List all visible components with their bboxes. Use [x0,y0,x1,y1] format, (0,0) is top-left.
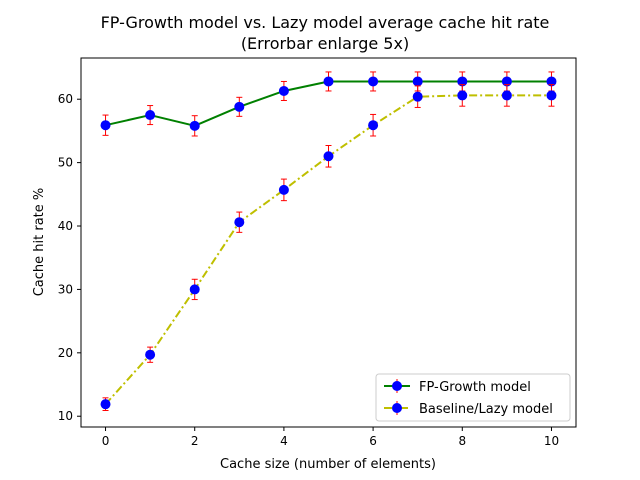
legend-label-baseline: Baseline/Lazy model [419,402,553,417]
series-line-baseline [104,94,552,405]
legend-marker-fp-growth [392,381,402,391]
legend-marker-baseline [392,403,402,413]
data-point-fp-growth [368,76,379,87]
chart-subtitle: (Errorbar enlarge 5x) [241,34,409,53]
y-tick-label: 60 [58,92,73,106]
data-point-baseline [145,349,156,360]
data-point-fp-growth [100,120,111,131]
data-point-baseline [323,151,334,162]
y-tick-label: 50 [58,156,73,170]
x-tick-label: 4 [280,434,288,448]
y-axis: 10 20 30 40 50 60 [58,92,81,423]
data-point-baseline [501,90,512,101]
data-point-baseline [278,184,289,195]
y-tick-label: 30 [58,282,73,296]
x-tick-label: 2 [191,434,199,448]
x-tick-label: 0 [102,434,110,448]
y-tick-label: 40 [58,219,73,233]
y-tick-label: 10 [58,409,73,423]
x-tick-label: 10 [544,434,559,448]
data-point-fp-growth [278,85,289,96]
data-point-fp-growth [412,76,423,87]
x-axis: 0 2 4 6 8 10 [102,427,559,448]
x-axis-label: Cache size (number of elements) [220,457,436,472]
data-point-baseline [100,399,111,410]
x-tick-label: 6 [369,434,377,448]
legend: FP-Growth model Baseline/Lazy model [375,373,571,422]
y-tick-label: 20 [58,346,73,360]
data-point-baseline [546,90,557,101]
data-point-baseline [234,217,245,228]
series-layer [100,71,557,412]
data-point-fp-growth [234,101,245,112]
legend-label-fp-growth: FP-Growth model [419,380,531,395]
data-point-fp-growth [189,120,200,131]
plot-frame [80,57,577,428]
legend-box [375,373,571,422]
data-point-baseline [412,91,423,102]
x-tick-label: 8 [458,434,466,448]
chart-title: FP-Growth model vs. Lazy model average c… [101,13,550,32]
data-point-fp-growth [323,76,334,87]
data-point-fp-growth [145,110,156,121]
data-point-baseline [457,90,468,101]
y-axis-label: Cache hit rate % [32,188,47,297]
data-point-baseline [189,284,200,295]
data-point-baseline [368,120,379,131]
